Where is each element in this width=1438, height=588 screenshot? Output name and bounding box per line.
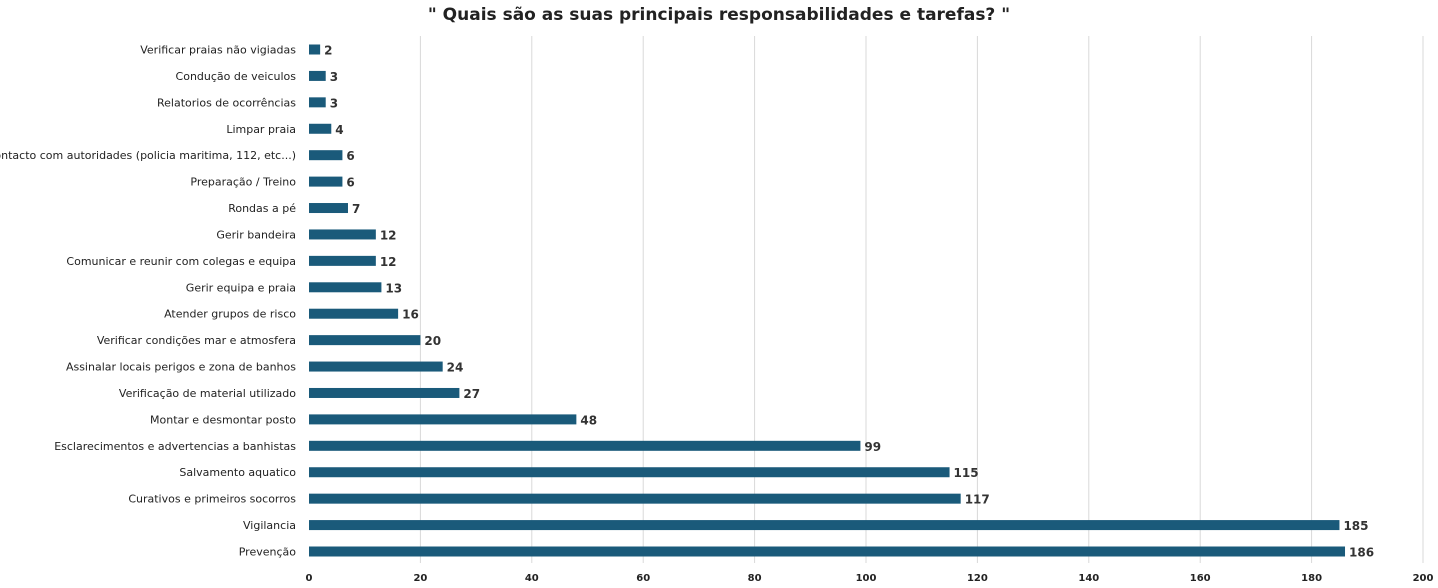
data-label: 99 xyxy=(864,440,881,454)
category-label: Preparação / Treino xyxy=(190,176,296,189)
x-tick-label: 200 xyxy=(1413,573,1434,584)
category-label: Curativos e primeiros socorros xyxy=(128,493,296,506)
bar xyxy=(309,176,343,187)
bar xyxy=(309,97,326,108)
data-label: 24 xyxy=(447,361,464,375)
category-label: Gerir bandeira xyxy=(216,228,296,241)
data-label: 6 xyxy=(346,149,354,163)
category-label: Verificação de material utilizado xyxy=(119,387,296,400)
category-label: Rondas a pé xyxy=(228,202,296,215)
category-label: Verificar praias não vigiadas xyxy=(140,44,296,57)
bar xyxy=(309,493,961,504)
category-labels: Verificar praias não vigiadas Condução de… xyxy=(0,44,296,559)
data-label: 27 xyxy=(463,387,480,401)
category-label: Verificar condições mar e atmosfera xyxy=(97,334,296,347)
category-label: Condução de veiculos xyxy=(176,70,297,83)
bar xyxy=(309,467,950,478)
bar xyxy=(309,546,1346,557)
category-label: Salvamento aquatico xyxy=(179,466,296,479)
category-label: Vigilancia xyxy=(243,519,296,532)
category-label: Esclarecimentos e advertencias a banhist… xyxy=(54,440,296,453)
bar xyxy=(309,520,1340,531)
data-label: 20 xyxy=(424,334,441,348)
bars xyxy=(309,44,1346,557)
x-tick-label: 180 xyxy=(1301,573,1322,584)
data-label: 48 xyxy=(580,413,597,427)
bar xyxy=(309,203,348,214)
data-label: 6 xyxy=(346,176,354,190)
data-label: 16 xyxy=(402,308,419,322)
bar xyxy=(309,387,460,398)
bar xyxy=(309,70,326,81)
data-label: 185 xyxy=(1343,519,1368,533)
category-label: Assinalar locais perigos e zona de banho… xyxy=(66,361,296,374)
category-label: Prevenção xyxy=(239,546,297,559)
x-tick-label: 40 xyxy=(525,573,539,584)
x-tick-label: 140 xyxy=(1078,573,1099,584)
bar xyxy=(309,229,376,240)
bar xyxy=(309,414,577,425)
bar xyxy=(309,308,399,319)
bar xyxy=(309,123,332,134)
data-label: 115 xyxy=(954,466,979,480)
bar xyxy=(309,440,861,451)
x-tick-label: 100 xyxy=(856,573,877,584)
x-tick-labels: 0 20 40 60 80 100 120 140 160 180 200 xyxy=(306,573,1434,584)
bar xyxy=(309,335,421,346)
data-label: 12 xyxy=(380,255,397,269)
data-label: 3 xyxy=(330,70,338,84)
category-label: Gerir equipa e praia xyxy=(186,281,296,294)
category-label: Comunicar e reunir com colegas e equipa xyxy=(66,255,296,268)
data-label: 3 xyxy=(330,96,338,110)
bar xyxy=(309,361,443,372)
data-label: 186 xyxy=(1349,546,1374,560)
x-tick-label: 120 xyxy=(967,573,988,584)
x-tick-label: 20 xyxy=(413,573,427,584)
bar xyxy=(309,255,376,266)
x-tick-label: 60 xyxy=(636,573,650,584)
bar xyxy=(309,44,321,55)
category-label: Relatorios de ocorrências xyxy=(157,96,296,109)
category-label: Montar e desmontar posto xyxy=(150,413,296,426)
category-label: Limpar praia xyxy=(226,123,296,136)
data-label: 117 xyxy=(965,493,990,507)
bar xyxy=(309,282,382,293)
x-tick-label: 160 xyxy=(1190,573,1211,584)
chart-title: " Quais são as suas principais responsab… xyxy=(427,5,1011,25)
grid-lines xyxy=(419,36,1424,563)
category-label: Atender grupos de risco xyxy=(164,308,296,321)
data-label: 13 xyxy=(385,281,402,295)
category-label: Contacto com autoridades (policia mariti… xyxy=(0,149,296,162)
x-tick-label: 80 xyxy=(748,573,762,584)
data-label: 4 xyxy=(335,123,343,137)
x-tick-label: 0 xyxy=(306,573,313,584)
bar xyxy=(309,150,343,161)
data-label: 7 xyxy=(352,202,360,216)
data-label: 12 xyxy=(380,228,397,242)
data-label: 2 xyxy=(324,44,332,58)
